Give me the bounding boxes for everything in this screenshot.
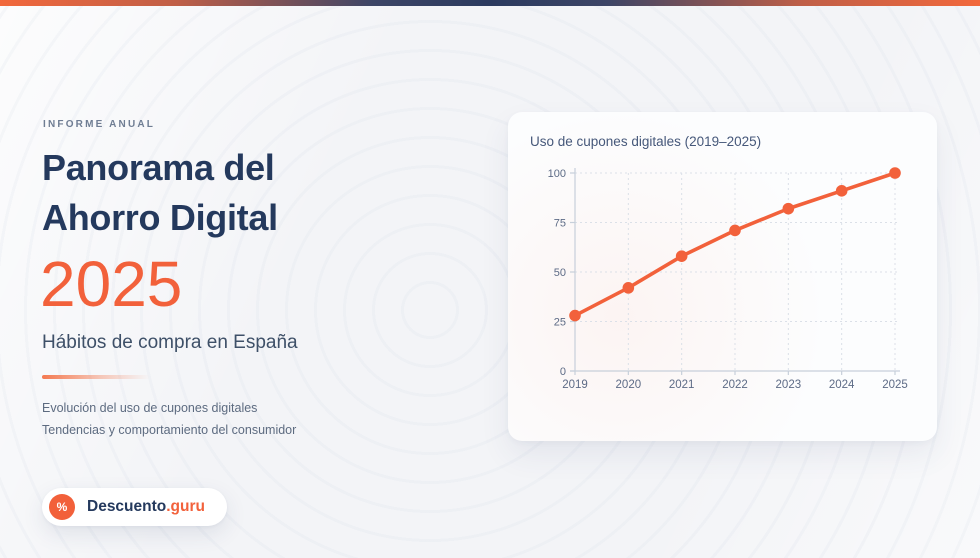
accent-divider	[42, 375, 150, 379]
coupon-usage-line-chart: 0 25 50 75 100 2019 2020 2021 2022 2023 2024 2025	[548, 167, 908, 391]
chart-x-label: 2021	[669, 379, 695, 391]
brand-name: Descuento.guru	[87, 498, 205, 516]
subtitle: Hábitos de compra en España	[42, 332, 298, 353]
chart-x-label: 2019	[562, 379, 588, 391]
chart-y-label: 0	[560, 366, 566, 378]
top-accent-bar	[0, 0, 980, 6]
chart-y-label: 100	[548, 168, 566, 180]
chart-data-point	[569, 309, 581, 322]
chart-x-label: 2025	[882, 379, 908, 391]
chart-x-label: 2023	[776, 379, 802, 391]
chart-data-point	[675, 250, 688, 262]
brand-badge: % Descuento.guru	[42, 488, 227, 526]
chart-x-label: 2022	[722, 379, 748, 391]
chart-x-label: 2024	[829, 379, 855, 391]
chart-data-point	[622, 282, 635, 294]
page-title-line2: Ahorro Digital	[42, 197, 278, 238]
chart-x-label: 2020	[616, 379, 642, 391]
brand-name-main: Descuento	[87, 498, 167, 515]
page-title-line1: Panorama del	[42, 147, 275, 188]
notes: Evolución del uso de cupones digitales T…	[42, 397, 296, 441]
chart-y-label: 75	[554, 218, 566, 230]
chart-title: Uso de cupones digitales (2019–2025)	[530, 134, 762, 149]
chart-data-point	[835, 185, 848, 197]
percent-icon: %	[49, 494, 75, 520]
chart-data-point	[782, 202, 795, 215]
report-kicker: INFORME ANUAL	[43, 119, 156, 130]
year-headline: 2025	[40, 248, 183, 320]
chart-data-point	[889, 167, 901, 179]
chart-y-label: 50	[554, 267, 566, 279]
brand-name-suffix: .guru	[166, 498, 205, 515]
note-line: Evolución del uso de cupones digitales	[42, 401, 258, 415]
chart-data-point	[729, 224, 741, 237]
note-line: Tendencias y comportamiento del consumid…	[42, 423, 297, 437]
chart-y-label: 25	[554, 317, 566, 329]
chart-card: Uso de cupones digitales (2019–2025) 0 25…	[508, 112, 937, 441]
page-title: Panorama del Ahorro Digital	[42, 143, 278, 243]
